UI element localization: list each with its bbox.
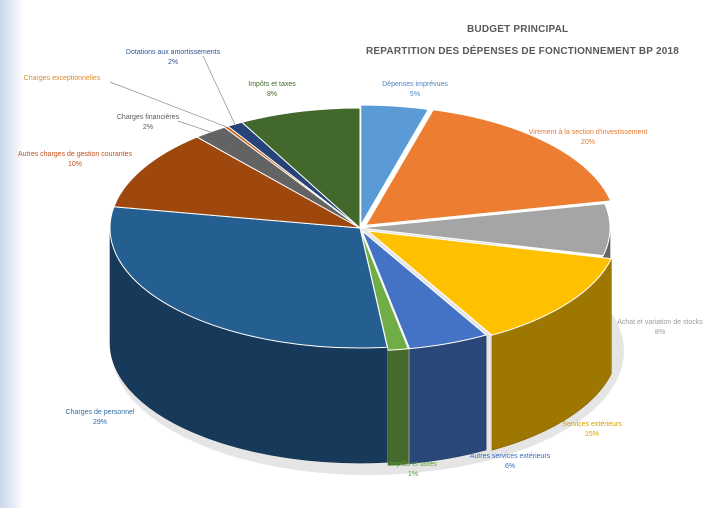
pie-slice-1	[364, 109, 612, 226]
pie-slice-4	[361, 230, 488, 350]
slice-label-value: 8%	[266, 91, 278, 98]
chart-subtitle: REPARTITION DES DÉPENSES DE FONCTIONNEME…	[366, 46, 680, 57]
slice-label-3: Services extérieurs 15%	[562, 420, 622, 440]
slice-label-0: Dépenses imprévues 5%	[382, 80, 448, 100]
slice-label-value: 10%	[67, 161, 83, 168]
slice-label-value: 1%	[407, 471, 419, 478]
chart-title: BUDGET PRINCIPAL	[467, 24, 569, 35]
leader-line-9	[109, 81, 227, 128]
slice-label-10: Dotations aux amortissements 2%	[126, 48, 220, 68]
pie-side-4	[409, 334, 487, 464]
slice-label-8: Charges financières 2%	[117, 113, 179, 133]
slice-label-name: Charges exceptionnelles	[23, 75, 101, 82]
pie-slice-7	[113, 136, 361, 229]
slice-label-name: Services extérieurs	[562, 421, 622, 428]
leader-line-8	[177, 120, 211, 133]
slice-label-value: 2%	[167, 59, 179, 66]
slice-label-11: Impôts et taxes 8%	[248, 80, 295, 100]
pie-slice-5	[360, 230, 410, 351]
slice-label-name: Charges de personnel	[65, 409, 135, 416]
slice-label-name: Achat et variation de stocks	[617, 319, 703, 326]
left-edge-highlight	[0, 0, 24, 508]
pie-slice-2	[359, 203, 611, 257]
slice-label-5: Impôts et taxes 1%	[389, 460, 436, 480]
pie-slice-3	[366, 230, 613, 336]
slice-label-value: 2%	[142, 124, 154, 131]
slice-label-name: Impôts et taxes	[389, 461, 437, 468]
slice-label-name: Charges financières	[116, 114, 180, 121]
slice-label-7: Autres charges de gestion courantes 10%	[18, 150, 132, 170]
slice-label-9: Charges exceptionnelles	[24, 74, 101, 84]
pie-slice-0	[360, 104, 430, 227]
slice-label-name: Dépenses imprévues	[382, 81, 448, 88]
slice-label-value: 15%	[584, 431, 599, 438]
slice-label-value: 8%	[654, 329, 666, 336]
pie-side-5	[387, 348, 409, 466]
slice-label-2: Achat et variation de stocks 8%	[617, 318, 703, 338]
slice-label-value: 5%	[409, 91, 421, 98]
slice-label-1: Virement à la section d'investissement 20…	[529, 128, 648, 148]
slice-label-name: Autres services extérieurs	[469, 453, 551, 460]
leader-line-10	[202, 55, 236, 125]
slice-label-name: Impôts et taxes	[248, 81, 296, 88]
slice-label-name: Virement à la section d'investissement	[528, 129, 648, 136]
pie-slice-6	[109, 206, 388, 349]
slice-label-4: Autres services extérieurs 6%	[470, 452, 551, 472]
slice-label-value: 29%	[92, 419, 108, 426]
slice-label-name: Autres charges de gestion courantes	[17, 151, 133, 158]
slice-label-value: 20%	[580, 139, 595, 146]
pie-slice-11	[240, 107, 361, 230]
slice-label-value: 6%	[504, 463, 516, 470]
slice-label-6: Charges de personnel 29%	[66, 408, 135, 428]
slice-label-name: Dotations aux amortissements	[125, 49, 221, 56]
